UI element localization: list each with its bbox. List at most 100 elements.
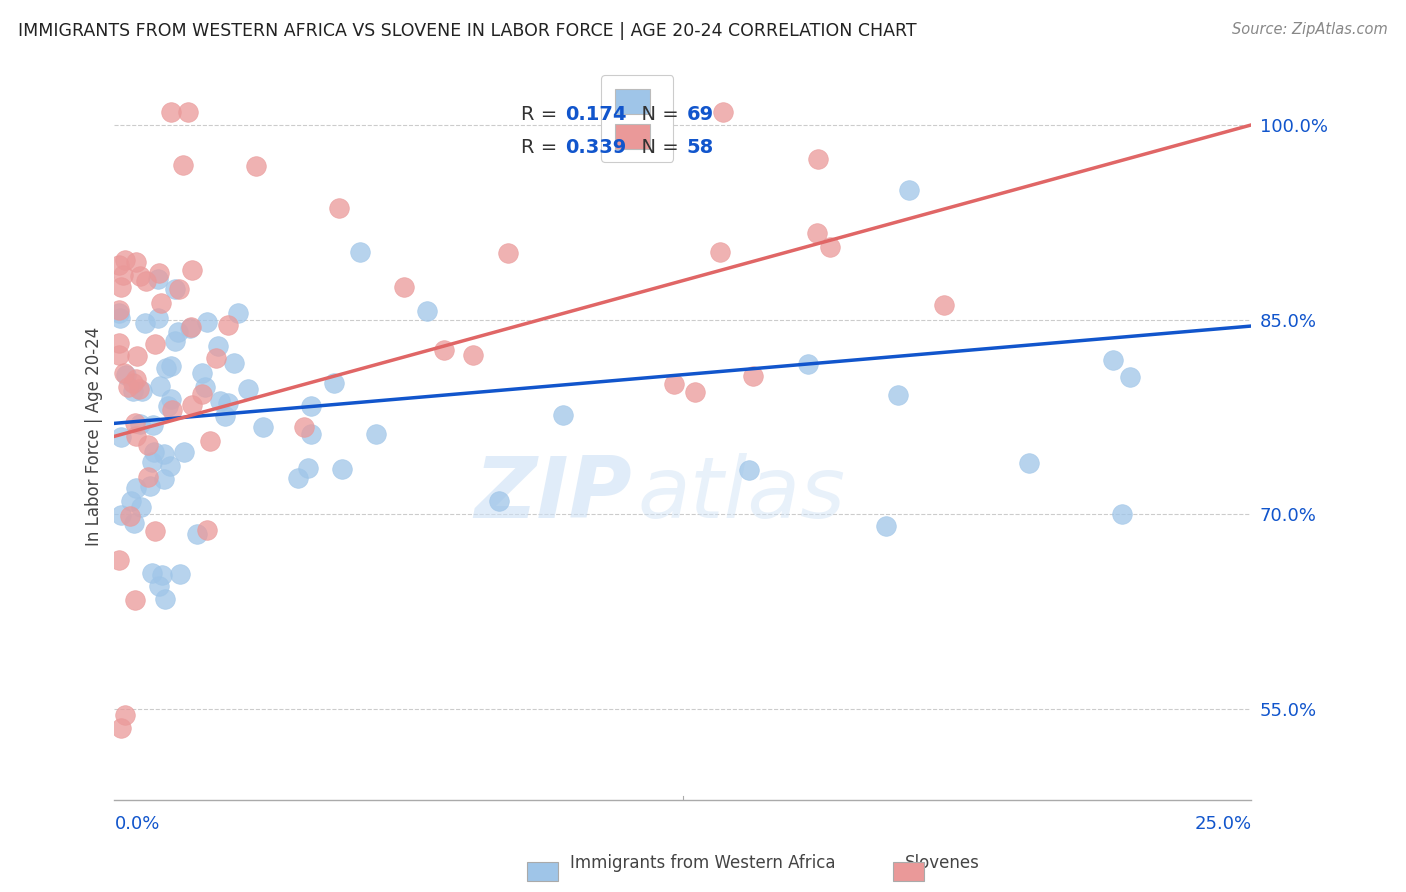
- Point: [416, 304, 439, 318]
- Point: [297, 460, 319, 475]
- Point: [149, 378, 172, 392]
- Point: [112, 268, 135, 283]
- Point: [1018, 457, 1040, 471]
- Text: IMMIGRANTS FROM WESTERN AFRICA VS SLOVENE IN LABOR FORCE | AGE 20-24 CORRELATION: IMMIGRANTS FROM WESTERN AFRICA VS SLOVEN…: [18, 22, 917, 40]
- Point: [181, 398, 204, 412]
- Point: [150, 296, 173, 310]
- Point: [156, 399, 179, 413]
- Point: [160, 392, 183, 406]
- Point: [228, 305, 250, 319]
- Point: [711, 104, 734, 119]
- Point: [364, 427, 387, 442]
- Point: [299, 399, 322, 413]
- Point: [349, 244, 371, 259]
- Point: [875, 519, 897, 533]
- Point: [148, 578, 170, 592]
- Point: [155, 361, 177, 376]
- Point: [160, 359, 183, 373]
- Point: [887, 388, 910, 402]
- Point: [806, 152, 828, 166]
- Point: [191, 366, 214, 380]
- Point: [186, 527, 208, 541]
- Point: [217, 318, 239, 333]
- Text: N =: N =: [630, 105, 686, 124]
- Point: [173, 444, 195, 458]
- Point: [125, 349, 148, 363]
- Point: [148, 311, 170, 326]
- Point: [124, 416, 146, 430]
- Point: [136, 438, 159, 452]
- Point: [683, 384, 706, 399]
- Point: [108, 552, 131, 566]
- Point: [207, 339, 229, 353]
- Point: [709, 244, 731, 259]
- Point: [159, 459, 181, 474]
- Text: Slovenes: Slovenes: [904, 855, 980, 872]
- Point: [330, 462, 353, 476]
- Point: [181, 263, 204, 277]
- Point: [463, 348, 485, 362]
- Point: [125, 481, 148, 495]
- Point: [208, 393, 231, 408]
- Point: [806, 226, 828, 240]
- Point: [1119, 369, 1142, 384]
- Point: [122, 384, 145, 399]
- Point: [152, 447, 174, 461]
- Point: [198, 434, 221, 449]
- Point: [110, 429, 132, 443]
- Point: [287, 470, 309, 484]
- Point: [742, 369, 765, 384]
- Point: [108, 336, 131, 351]
- Point: [146, 272, 169, 286]
- Text: 0.0%: 0.0%: [114, 815, 160, 833]
- Point: [135, 274, 157, 288]
- Point: [180, 319, 202, 334]
- Point: [110, 721, 132, 735]
- Point: [245, 159, 267, 173]
- Point: [141, 455, 163, 469]
- Point: [125, 254, 148, 268]
- Point: [143, 336, 166, 351]
- Point: [496, 245, 519, 260]
- Point: [124, 593, 146, 607]
- Point: [167, 282, 190, 296]
- Point: [394, 280, 416, 294]
- Point: [129, 417, 152, 431]
- Point: [108, 347, 131, 361]
- Point: [818, 239, 841, 253]
- Y-axis label: In Labor Force | Age 20-24: In Labor Force | Age 20-24: [86, 326, 103, 546]
- Text: Source: ZipAtlas.com: Source: ZipAtlas.com: [1232, 22, 1388, 37]
- Point: [128, 382, 150, 396]
- Point: [139, 479, 162, 493]
- Point: [125, 372, 148, 386]
- Point: [488, 494, 510, 508]
- Point: [114, 253, 136, 268]
- Point: [131, 384, 153, 398]
- Point: [108, 311, 131, 326]
- Point: [108, 303, 131, 318]
- Text: Immigrants from Western Africa: Immigrants from Western Africa: [571, 855, 835, 872]
- Text: N =: N =: [630, 138, 686, 157]
- Point: [108, 258, 131, 272]
- Point: [124, 429, 146, 443]
- Point: [553, 409, 575, 423]
- Text: R =: R =: [522, 138, 564, 157]
- Point: [236, 383, 259, 397]
- Point: [797, 357, 820, 371]
- Point: [166, 325, 188, 339]
- Point: [129, 500, 152, 514]
- Point: [112, 366, 135, 380]
- Point: [142, 444, 165, 458]
- Point: [177, 104, 200, 119]
- Point: [1102, 353, 1125, 368]
- Point: [328, 201, 350, 215]
- Point: [433, 343, 456, 358]
- Point: [141, 417, 163, 432]
- Point: [114, 708, 136, 723]
- Point: [143, 524, 166, 539]
- Point: [217, 395, 239, 409]
- Point: [122, 376, 145, 390]
- Text: 25.0%: 25.0%: [1194, 815, 1251, 833]
- Point: [662, 376, 685, 391]
- Point: [141, 566, 163, 580]
